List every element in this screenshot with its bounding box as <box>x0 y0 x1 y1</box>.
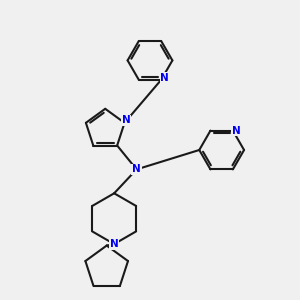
Text: N: N <box>232 126 241 136</box>
Text: N: N <box>160 73 169 83</box>
Text: N: N <box>122 116 130 125</box>
Text: N: N <box>110 239 118 249</box>
Text: N: N <box>132 164 141 174</box>
